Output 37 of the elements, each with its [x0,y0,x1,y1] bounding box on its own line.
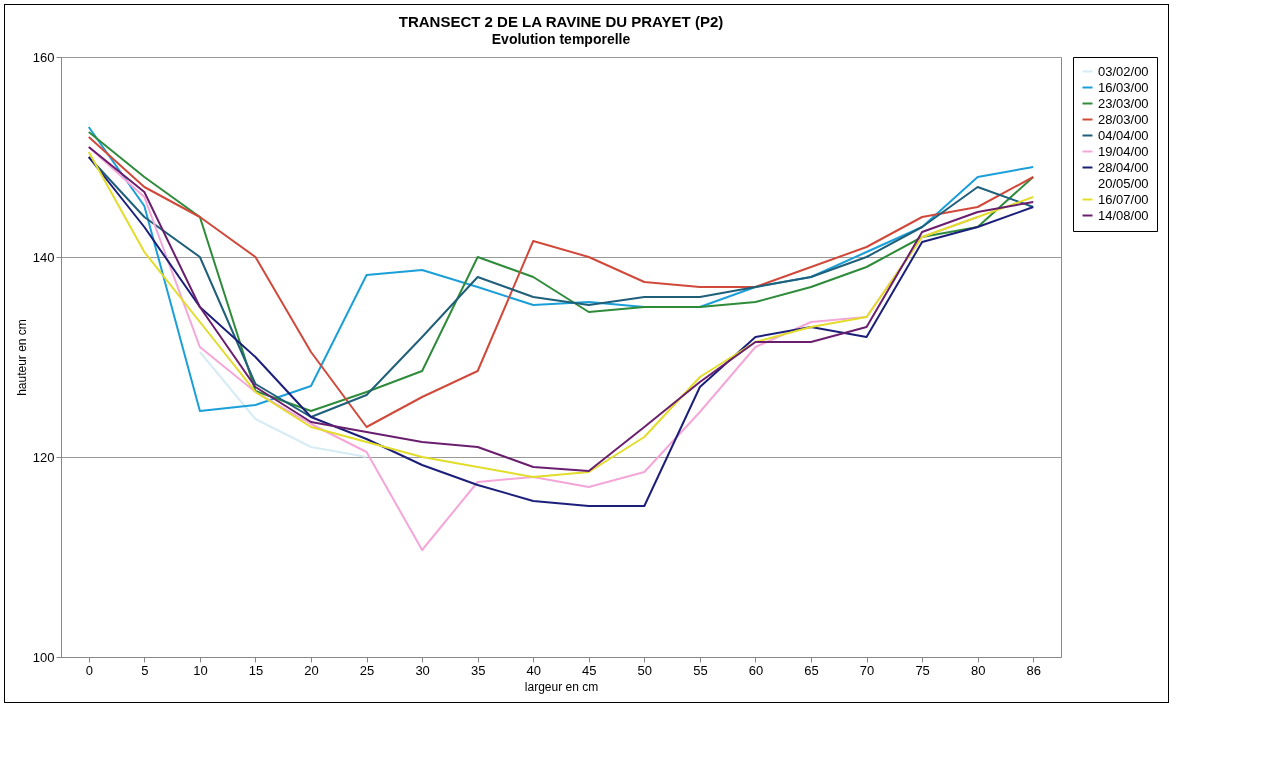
x-tick-label: 5 [141,662,149,678]
y-axis-title: hauteur en cm [14,319,29,396]
x-tick-label: 45 [582,662,597,678]
x-axis-title: largeur en cm [524,679,599,694]
chart-title: TRANSECT 2 DE LA RAVINE DU PRAYET (P2) [398,13,724,30]
y-tick-label: 160 [32,49,55,65]
legend-label: 03/02/00 [1098,63,1149,79]
x-tick-label: 86 [1026,662,1041,678]
y-tick-label: 100 [32,649,55,665]
legend-label: 19/04/00 [1098,143,1149,159]
x-tick-label: 55 [693,662,708,678]
y-tick-label: 140 [32,249,55,265]
x-tick-label: 60 [748,662,764,678]
x-tick-label: 0 [85,662,93,678]
y-tick-label: 120 [32,449,55,465]
x-tick-label: 70 [859,662,875,678]
text: 20/05/00 [1098,175,1149,191]
x-tick-label: 40 [526,662,541,678]
legend-label: 14/08/00 [1098,207,1149,223]
legend-label: 16/07/00 [1098,191,1149,207]
legend-label: 04/04/00 [1098,127,1149,143]
x-tick-label: 80 [970,662,986,678]
x-tick-label: 65 [804,662,819,678]
line-series [198,351,368,458]
x-tick-label: 15 [248,662,264,678]
chart-subtitle: Evolution temporelle [491,31,631,47]
legend-label: 23/03/00 [1098,95,1149,111]
x-tick-label: 25 [359,662,375,678]
x-tick-label: 20 [304,662,319,678]
x-tick-label: 50 [637,662,653,678]
x-tick-label: 35 [470,662,486,678]
x-tick-label: 30 [415,662,430,678]
x-tick-label: 10 [193,662,208,678]
x-tick-label: 75 [915,662,930,678]
legend-label: 28/03/00 [1098,111,1149,127]
legend-label: 28/04/00 [1098,159,1149,175]
legend-label: 16/03/00 [1098,79,1149,95]
